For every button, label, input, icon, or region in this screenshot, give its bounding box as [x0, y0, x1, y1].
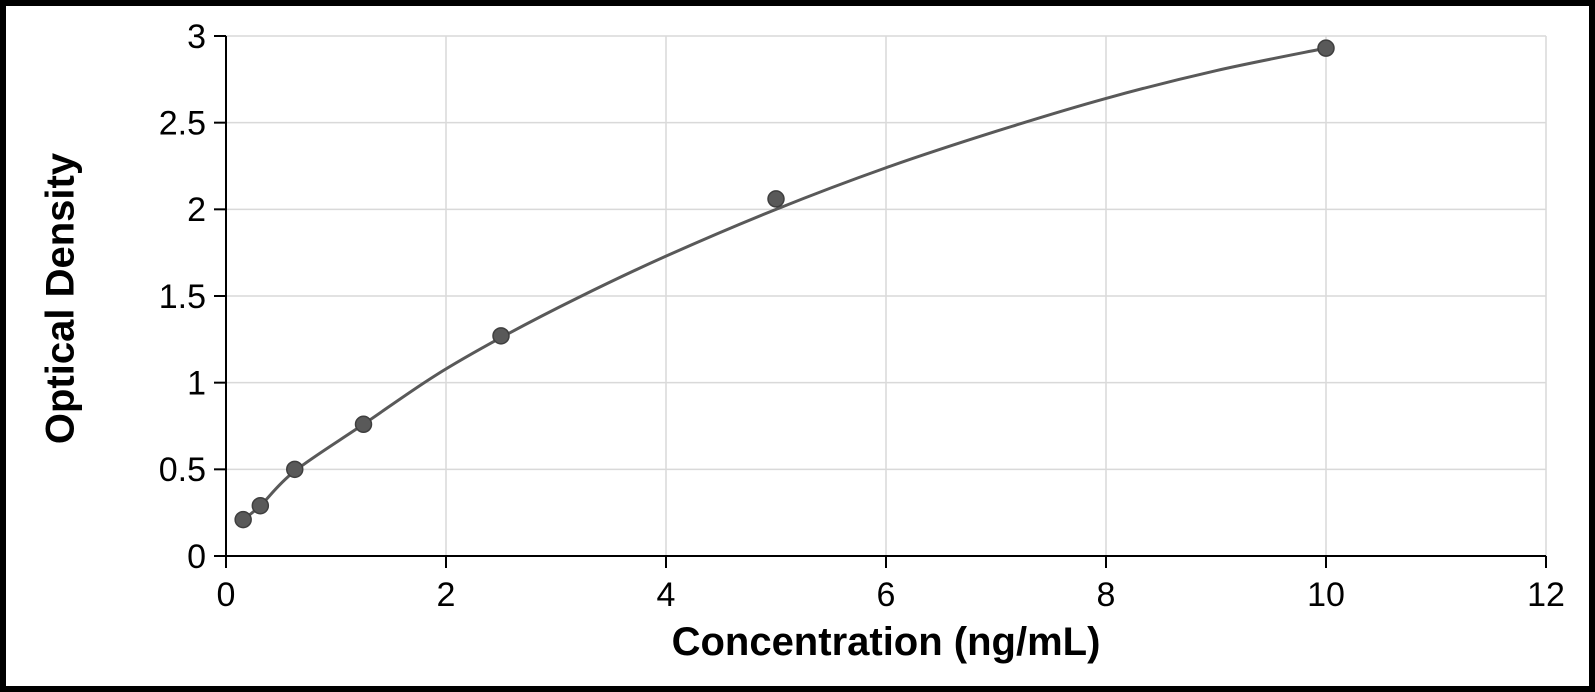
y-tick-label: 0.5 [159, 451, 206, 489]
chart-svg: 0 2 4 6 8 10 12 0 0.5 1 1.5 2 2.5 3 [16, 16, 1589, 686]
y-tick-label: 2.5 [159, 105, 206, 143]
x-tick-label: 10 [1307, 576, 1345, 614]
y-tick-label: 1 [187, 365, 206, 403]
data-point-1 [252, 498, 268, 514]
data-point-4 [493, 328, 509, 344]
x-tick-label: 8 [1097, 576, 1116, 614]
data-point-0 [235, 512, 251, 528]
x-tick-label: 4 [657, 576, 676, 614]
x-axis-label: Concentration (ng/mL) [586, 620, 1186, 665]
x-tick-label: 2 [437, 576, 456, 614]
y-tick-label: 2 [187, 191, 206, 229]
data-point-3 [356, 416, 372, 432]
chart-container: 0 2 4 6 8 10 12 0 0.5 1 1.5 2 2.5 3 Optical Density C… [16, 16, 1579, 676]
y-tick-label: 1.5 [159, 278, 206, 316]
chart-frame: 0 2 4 6 8 10 12 0 0.5 1 1.5 2 2.5 3 Optical Density C… [0, 0, 1595, 692]
y-tick-label: 3 [187, 18, 206, 56]
x-tick-label: 6 [877, 576, 896, 614]
data-point-6 [1318, 40, 1334, 56]
data-point-5 [768, 191, 784, 207]
x-tick-label: 0 [217, 576, 236, 614]
data-point-2 [287, 461, 303, 477]
y-tick-label: 0 [187, 538, 206, 576]
y-axis-label: Optical Density [39, 149, 84, 449]
x-tick-label: 12 [1527, 576, 1565, 614]
